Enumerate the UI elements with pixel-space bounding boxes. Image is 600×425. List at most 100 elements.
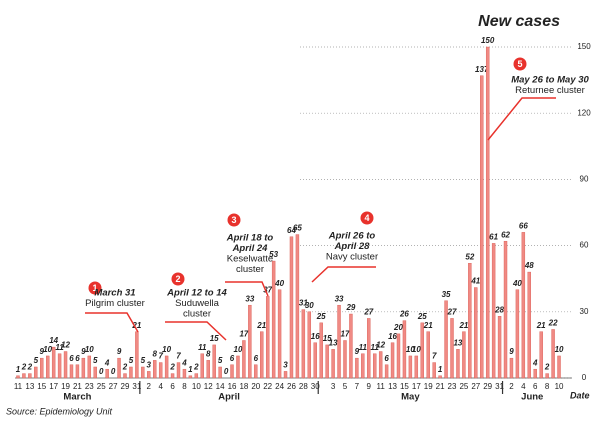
value-label: 9 (117, 347, 122, 356)
bar (200, 353, 204, 379)
bar (361, 353, 365, 379)
value-label: 2 (544, 363, 550, 372)
bar (503, 240, 508, 379)
bar (153, 360, 157, 379)
bar (438, 375, 442, 379)
x-tick-label: 29 (483, 382, 492, 391)
value-label: 8 (206, 349, 211, 358)
bar (194, 373, 199, 379)
value-label: 12 (61, 341, 70, 350)
bar (69, 364, 74, 379)
month-label: March (63, 392, 91, 403)
bar (123, 373, 127, 379)
bar (509, 357, 514, 379)
bar (378, 351, 383, 379)
value-label: 3 (283, 360, 288, 369)
value-label: 17 (239, 330, 248, 339)
value-label: 4 (104, 358, 110, 367)
value-label: 52 (465, 252, 474, 261)
value-label: 40 (274, 279, 284, 288)
bar (105, 368, 109, 379)
value-label: 40 (512, 279, 522, 288)
bar (242, 340, 246, 379)
x-tick-label: 6 (533, 382, 538, 391)
x-tick-label: 10 (555, 382, 564, 391)
x-tick-label: 12 (204, 382, 213, 391)
value-label: 11 (371, 343, 380, 352)
y-tick-label: 90 (580, 175, 589, 184)
annotation-date: April 28 (334, 241, 371, 252)
x-tick-label: 21 (73, 382, 82, 391)
month-label: May (401, 392, 420, 403)
annotation-leader (225, 281, 269, 297)
value-label: 21 (131, 321, 141, 330)
bar (188, 375, 193, 379)
y-tick-label: 120 (577, 108, 591, 117)
value-label: 11 (198, 343, 207, 352)
bar (390, 342, 395, 379)
value-label: 31 (299, 299, 308, 308)
value-label: 2 (122, 363, 128, 372)
x-tick-label: 28 (299, 382, 308, 391)
value-label: 0 (111, 367, 116, 376)
bar (325, 344, 329, 379)
value-label: 10 (234, 345, 243, 354)
bar (497, 316, 502, 379)
value-label: 7 (432, 352, 437, 361)
bar (551, 329, 555, 379)
value-label: 21 (423, 321, 433, 330)
y-tick-label: 30 (580, 307, 589, 316)
bar (147, 371, 151, 379)
annotation-number: 1 (92, 283, 97, 293)
value-label: 1 (438, 365, 443, 374)
x-tick-label: 8 (545, 382, 550, 391)
bar (485, 46, 490, 379)
x-tick-label: 13 (25, 382, 34, 391)
bar (521, 232, 526, 379)
bar (295, 234, 300, 379)
value-label: 29 (345, 303, 355, 312)
annotation-leader (311, 266, 376, 283)
value-label: 137 (475, 65, 489, 74)
value-label: 150 (481, 36, 495, 45)
bar (384, 364, 389, 379)
bar (557, 355, 561, 379)
bar (283, 371, 288, 379)
x-tick-label: 17 (49, 382, 58, 391)
value-label: 12 (376, 341, 385, 350)
bar (373, 353, 377, 379)
x-tick-label: 26 (287, 382, 296, 391)
bar (176, 362, 181, 379)
bar (515, 289, 520, 379)
x-tick-label: 10 (192, 382, 201, 391)
value-label: 2 (169, 363, 175, 372)
bar (331, 349, 335, 379)
source: Source: Epidemiology Unit (6, 406, 113, 416)
value-label: 11 (359, 343, 368, 352)
value-label: 61 (489, 233, 498, 242)
value-label: 17 (341, 330, 350, 339)
bar (230, 364, 234, 379)
x-tick-label: 20 (251, 382, 260, 391)
bar (117, 357, 121, 379)
value-label: 5 (34, 356, 39, 365)
x-tick-label: 3 (331, 382, 336, 391)
bar (319, 322, 323, 379)
bar (468, 263, 472, 379)
x-tick-label: 31 (132, 382, 141, 391)
bar (22, 373, 26, 379)
bar (212, 344, 216, 379)
value-label: 65 (293, 224, 302, 233)
annotation-badge (88, 281, 102, 295)
value-label: 0 (224, 367, 229, 376)
bar (46, 355, 50, 379)
value-label: 11 (55, 343, 64, 352)
bar (414, 355, 419, 379)
value-label: 15 (210, 334, 219, 343)
x-tick-label: 27 (471, 382, 480, 391)
annotation-date: April 18 to (226, 233, 274, 244)
x-tick-label: 24 (275, 382, 284, 391)
bar (349, 313, 353, 379)
y-tick-label: 60 (580, 241, 589, 250)
x-tick-label: 21 (436, 382, 445, 391)
